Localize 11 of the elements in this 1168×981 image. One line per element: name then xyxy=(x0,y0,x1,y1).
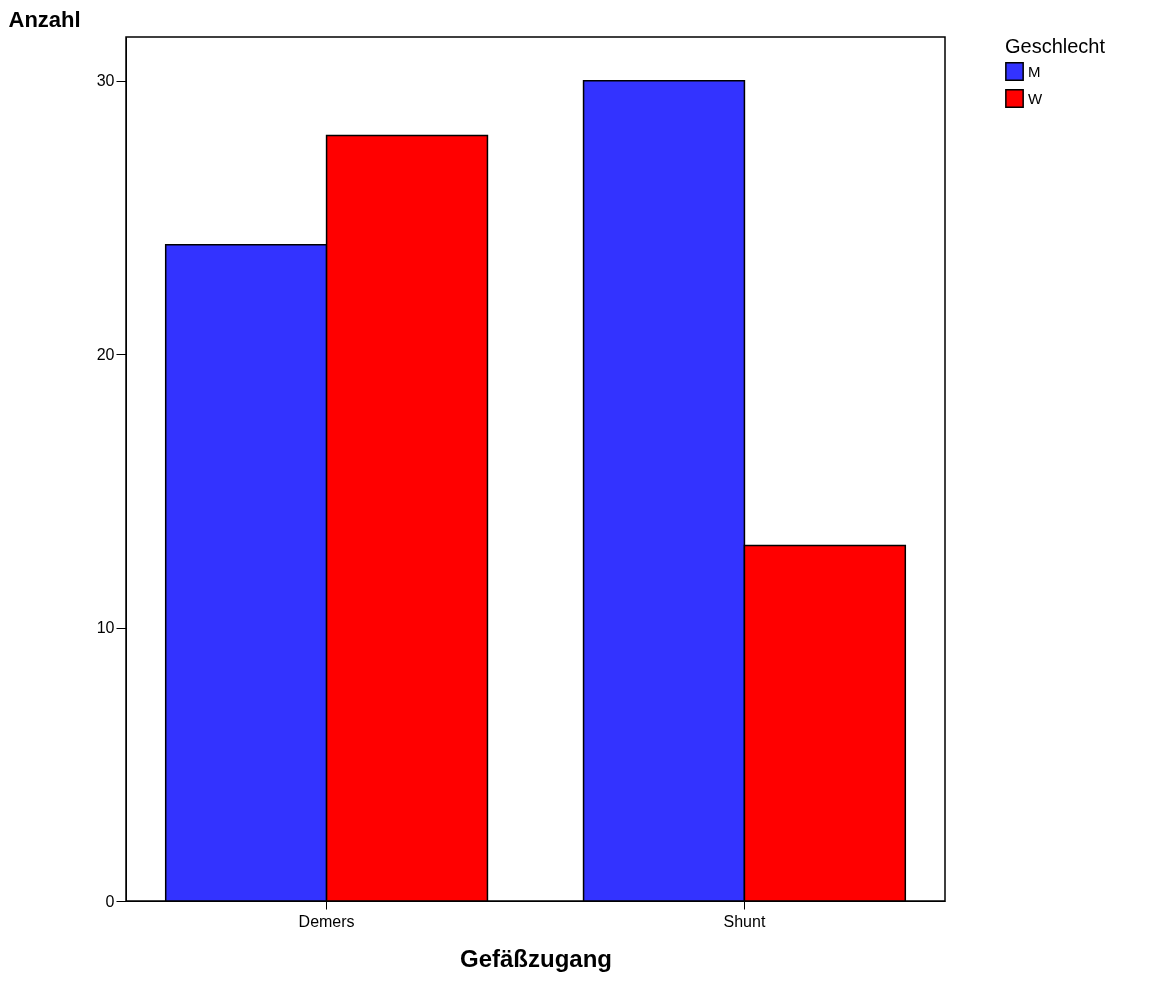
y-axis-title: Anzahl xyxy=(8,6,81,32)
y-tick-label: 0 xyxy=(105,892,115,910)
y-tick-label: 20 xyxy=(96,345,115,363)
x-axis-title: Gefäßzugang xyxy=(459,944,613,972)
legend-title: Geschlecht xyxy=(1005,35,1106,57)
legend-label: M xyxy=(1028,62,1041,80)
y-tick-label: 30 xyxy=(96,72,115,90)
x-tick-label: Shunt xyxy=(723,912,766,930)
y-tick-label: 10 xyxy=(96,619,115,637)
x-tick-label: Demers xyxy=(298,912,355,930)
legend-label: W xyxy=(1028,89,1043,107)
